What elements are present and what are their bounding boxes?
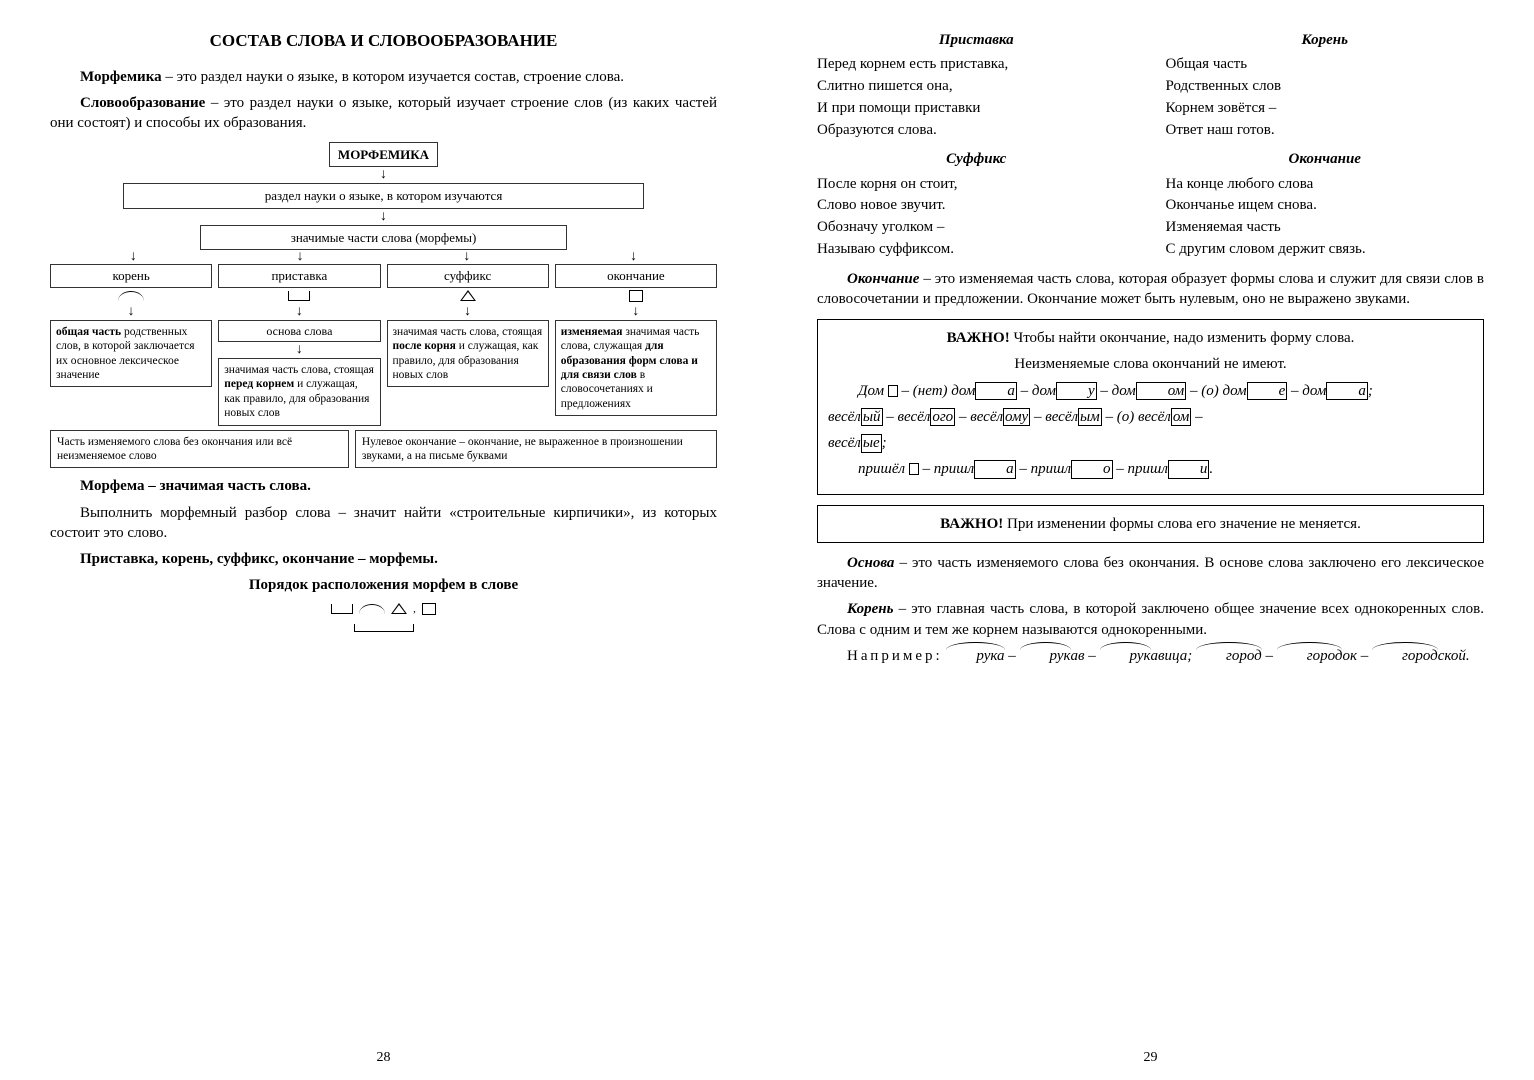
diagram-bottom2: Нулевое окончание – окончание, не выраже… [355,430,717,469]
prefix-icon [288,291,310,301]
poem-pristavka: Приставка Перед корнем есть приставка, С… [817,30,1136,141]
box-important-2: ВАЖНО! При изменении формы слова его зна… [817,505,1484,543]
para-morfemika: Морфемика – это раздел науки о языке, в … [50,67,717,87]
para-slovoobraz: Словообразование – это раздел науки о яз… [50,93,717,134]
para-okonchanie: Окончание – это изменяемая часть слова, … [817,269,1484,310]
root-icon [118,291,144,301]
p-morfema: Морфема – значимая часть слова. [50,476,717,496]
para-koren: Корень – это главная часть слова, в кото… [817,599,1484,640]
diagram-level2: раздел науки о языке, в котором изучаютс… [123,183,643,209]
p-morfemy: Приставка, корень, суффикс, окончание – … [50,549,717,569]
desc-pristavka: значимая часть слова, стоящая перед корн… [218,358,380,426]
p-morfema2: Выполнить морфемный разбор слова – значи… [50,503,717,544]
col-koren: корень ↓ общая часть родственных слов, в… [50,264,212,425]
pagenum-left: 28 [377,1049,391,1068]
poem-suffiks: Суффикс После корня он стоит, Слово ново… [817,149,1136,260]
para-example: Например: рука – рукав – рукавица; город… [817,646,1484,666]
page-left: СОСТАВ СЛОВА И СЛОВООБРАЗОВАНИЕ Морфемик… [0,0,767,1080]
diagram-top: МОРФЕМИКА [329,142,438,168]
diagram-level3: значимые части слова (морфемы) [200,225,567,251]
desc-koren: общая часть родственных слов, в которой … [50,320,212,388]
base-icon [354,624,414,632]
desc-okonchanie: изменяемая значимая часть слова, служаща… [555,320,717,416]
suffix-icon [460,290,476,301]
diagram-bottom1: Часть изменяемого слова без окончания ил… [50,430,349,469]
morfemika-diagram: МОРФЕМИКА ↓ раздел науки о языке, в кото… [50,142,717,469]
col-okonchanie: окончание ↓ изменяемая значимая часть сл… [555,264,717,425]
p-poryadok: Порядок расположения морфем в слове [50,575,717,595]
pagenum-right: 29 [1144,1049,1158,1068]
page-right: Приставка Перед корнем есть приставка, С… [767,0,1534,1080]
page-title: СОСТАВ СЛОВА И СЛОВООБРАЗОВАНИЕ [50,30,717,53]
example-prishel: пришёл – пришла – пришло – пришли. [828,459,1473,479]
ending-icon [629,290,643,302]
poem-koren: Корень Общая часть Родственных слов Корн… [1166,30,1485,141]
desc-suffiks: значимая часть слова, стоящая после корн… [387,320,549,388]
col-suffiks: суффикс ↓ значимая часть слова, стоящая … [387,264,549,425]
para-osnova: Основа – это часть изменяемого слова без… [817,553,1484,594]
example-dom: Дом – (нет) дома – дому – домом – (о) до… [828,381,1473,401]
col-pristavka: приставка ↓ основа слова ↓ значимая част… [218,264,380,425]
box-important-1: ВАЖНО! Чтобы найти окончание, надо измен… [817,319,1484,495]
example-vesel: весёлый – весёлого – весёлому – весёлым … [828,407,1473,427]
poem-okonchanie: Окончание На конце любого слова Окончань… [1166,149,1485,260]
morpheme-order-symbols: , [50,602,717,617]
term-morfemika: Морфемика [80,69,162,85]
term-slovoobraz: Словообразование [80,95,205,111]
